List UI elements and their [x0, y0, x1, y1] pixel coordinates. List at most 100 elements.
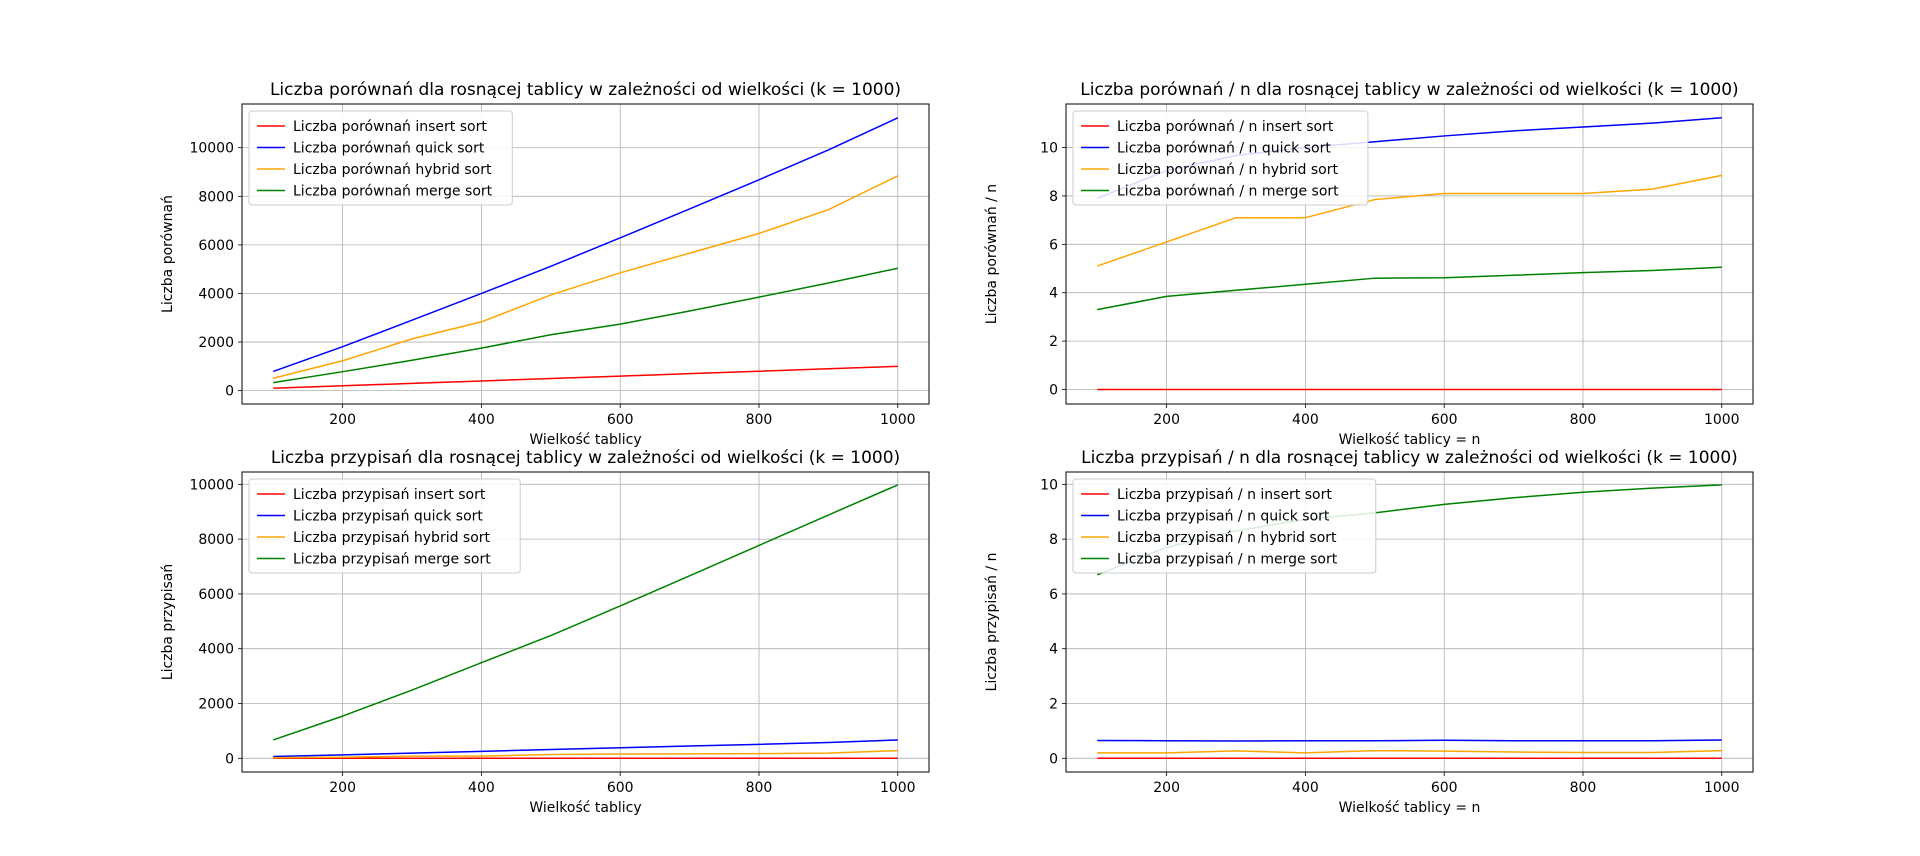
y-tick-label: 2: [1049, 334, 1058, 350]
legend-label: Liczba porównań quick sort: [293, 141, 485, 157]
x-tick-label: 800: [1570, 780, 1597, 796]
y-tick-label: 10: [1040, 141, 1058, 157]
y-tick-label: 0: [1049, 751, 1058, 767]
legend-label: Liczba porównań / n hybrid sort: [1117, 162, 1338, 178]
y-tick-label: 4: [1049, 286, 1058, 302]
y-tick-label: 10000: [189, 141, 234, 157]
legend-label: Liczba porównań / n merge sort: [1117, 184, 1339, 200]
legend: Liczba porównań / n insert sort Liczba po…: [1072, 110, 1369, 206]
y-tick-label: 4: [1049, 642, 1058, 658]
legend-label: Liczba przypisań / n insert sort: [1117, 487, 1332, 503]
axes-frame: [1065, 471, 1754, 773]
legend-label: Liczba porównań merge sort: [293, 184, 493, 200]
x-tick-label: 600: [1431, 412, 1458, 428]
y-tick-label: 2: [1049, 697, 1058, 713]
subplot-4: 200 400 600 800 1000 0 2 4 6 8 10 Liczba przypisań …: [984, 448, 1754, 816]
y-tick-label: 6: [1049, 237, 1058, 253]
y-tick-label: 8000: [198, 189, 234, 205]
series-line-2: [1097, 739, 1722, 742]
x-tick-label: 200: [329, 780, 356, 796]
y-tick-label: 0: [225, 751, 234, 767]
x-tick-label: 800: [746, 780, 773, 796]
x-tick-label: 1000: [1704, 780, 1740, 796]
series-line-3: [1097, 749, 1722, 754]
legend-label: Liczba porównań / n insert sort: [1117, 119, 1334, 135]
legend-label: Liczba przypisań merge sort: [293, 552, 491, 568]
legend-label: Liczba porównań hybrid sort: [293, 162, 492, 178]
y-axis-label: Liczba porównań: [160, 195, 176, 313]
x-tick-label: 1000: [880, 412, 916, 428]
series-line-3: [273, 175, 899, 379]
series-line-1: [273, 365, 898, 389]
x-axis-label: Wielkość tablicy: [529, 800, 641, 816]
series-line-2: [272, 117, 899, 373]
series-line-3: [273, 749, 898, 759]
y-tick-label: 4000: [198, 642, 234, 658]
legend-label: Liczba porównań insert sort: [293, 119, 487, 135]
y-tick-label: 2000: [198, 335, 234, 351]
x-tick-label: 400: [468, 780, 495, 796]
legend-box: [1072, 478, 1377, 574]
legend-box: [248, 110, 513, 206]
y-tick-label: 2000: [198, 697, 234, 713]
legend-label: Liczba porównań / n quick sort: [1117, 141, 1331, 157]
chart-title: Liczba porównań / n dla rosnącej tablicy…: [1080, 80, 1738, 100]
y-tick-label: 6000: [198, 238, 234, 254]
subplot-1: 200 400 600 800 10000200040006000800010000Li…: [160, 80, 930, 448]
legend-label: Liczba przypisań quick sort: [293, 509, 483, 525]
y-axis-label: Liczba przypisań: [160, 564, 176, 680]
legend-label: Liczba przypisań / n quick sort: [1117, 509, 1330, 525]
legend: Liczba przypisań insert sort Liczba przyp…: [248, 478, 521, 574]
y-axis-label: Liczba porównań / n: [984, 184, 1000, 324]
x-tick-label: 400: [1292, 780, 1319, 796]
y-axis-label: Liczba przypisań / n: [984, 553, 1000, 692]
subplot-3: 200 400 600 800 10000200040006000800010000Li…: [160, 448, 930, 816]
x-tick-label: 200: [1153, 780, 1180, 796]
x-tick-label: 800: [746, 412, 773, 428]
y-tick-label: 8000: [198, 532, 234, 548]
x-axis-label: Wielkość tablicy = n: [1339, 800, 1481, 816]
chart-title: Liczba przypisań / n dla rosnącej tablic…: [1081, 448, 1738, 468]
x-tick-label: 1000: [1704, 412, 1740, 428]
legend-box: [1072, 110, 1369, 206]
x-tick-label: 400: [468, 412, 495, 428]
x-tick-label: 600: [1431, 780, 1458, 796]
y-tick-label: 6: [1049, 587, 1058, 603]
y-tick-label: 0: [225, 384, 234, 400]
x-tick-label: 1000: [880, 780, 916, 796]
y-tick-label: 8: [1049, 532, 1058, 548]
x-tick-label: 200: [329, 412, 356, 428]
y-tick-label: 0: [1049, 382, 1058, 398]
legend: Liczba porównań insert sort Liczba porówn…: [248, 110, 513, 206]
x-tick-label: 200: [1153, 412, 1180, 428]
y-tick-label: 4000: [198, 286, 234, 302]
legend-label: Liczba przypisań / n merge sort: [1117, 552, 1338, 568]
series-line-3: [1096, 174, 1722, 267]
x-tick-label: 800: [1570, 412, 1597, 428]
y-tick-label: 6000: [198, 587, 234, 603]
x-axis-label: Wielkość tablicy = n: [1339, 432, 1481, 448]
subplot-2: 200 400 600 800 1000 0 2 4 6 8 10 Liczba porównań /…: [984, 80, 1754, 448]
x-tick-label: 600: [607, 780, 634, 796]
x-axis-label: Wielkość tablicy: [529, 432, 641, 448]
axes-frame: [241, 471, 930, 773]
legend-box: [248, 478, 521, 574]
series-line-4: [272, 484, 899, 741]
chart-title: Liczba porównań dla rosnącej tablicy w z…: [270, 80, 901, 100]
axes-frame: [241, 103, 930, 405]
y-tick-label: 8: [1049, 189, 1058, 205]
axes-frame: [1065, 103, 1754, 405]
series-line-2: [273, 739, 898, 758]
y-tick-label: 10: [1040, 477, 1058, 493]
x-tick-label: 600: [607, 412, 634, 428]
legend-label: Liczba przypisań / n hybrid sort: [1117, 530, 1337, 546]
x-tick-label: 400: [1292, 412, 1319, 428]
chart-title: Liczba przypisań dla rosnącej tablicy w …: [271, 448, 900, 468]
series-line-4: [1097, 266, 1722, 311]
series-line-4: [273, 267, 898, 384]
legend: Liczba przypisań / n insert sort Liczba p…: [1072, 478, 1377, 574]
y-tick-label: 10000: [189, 477, 234, 493]
legend-label: Liczba przypisań insert sort: [293, 487, 486, 503]
legend-label: Liczba przypisań hybrid sort: [293, 530, 491, 546]
